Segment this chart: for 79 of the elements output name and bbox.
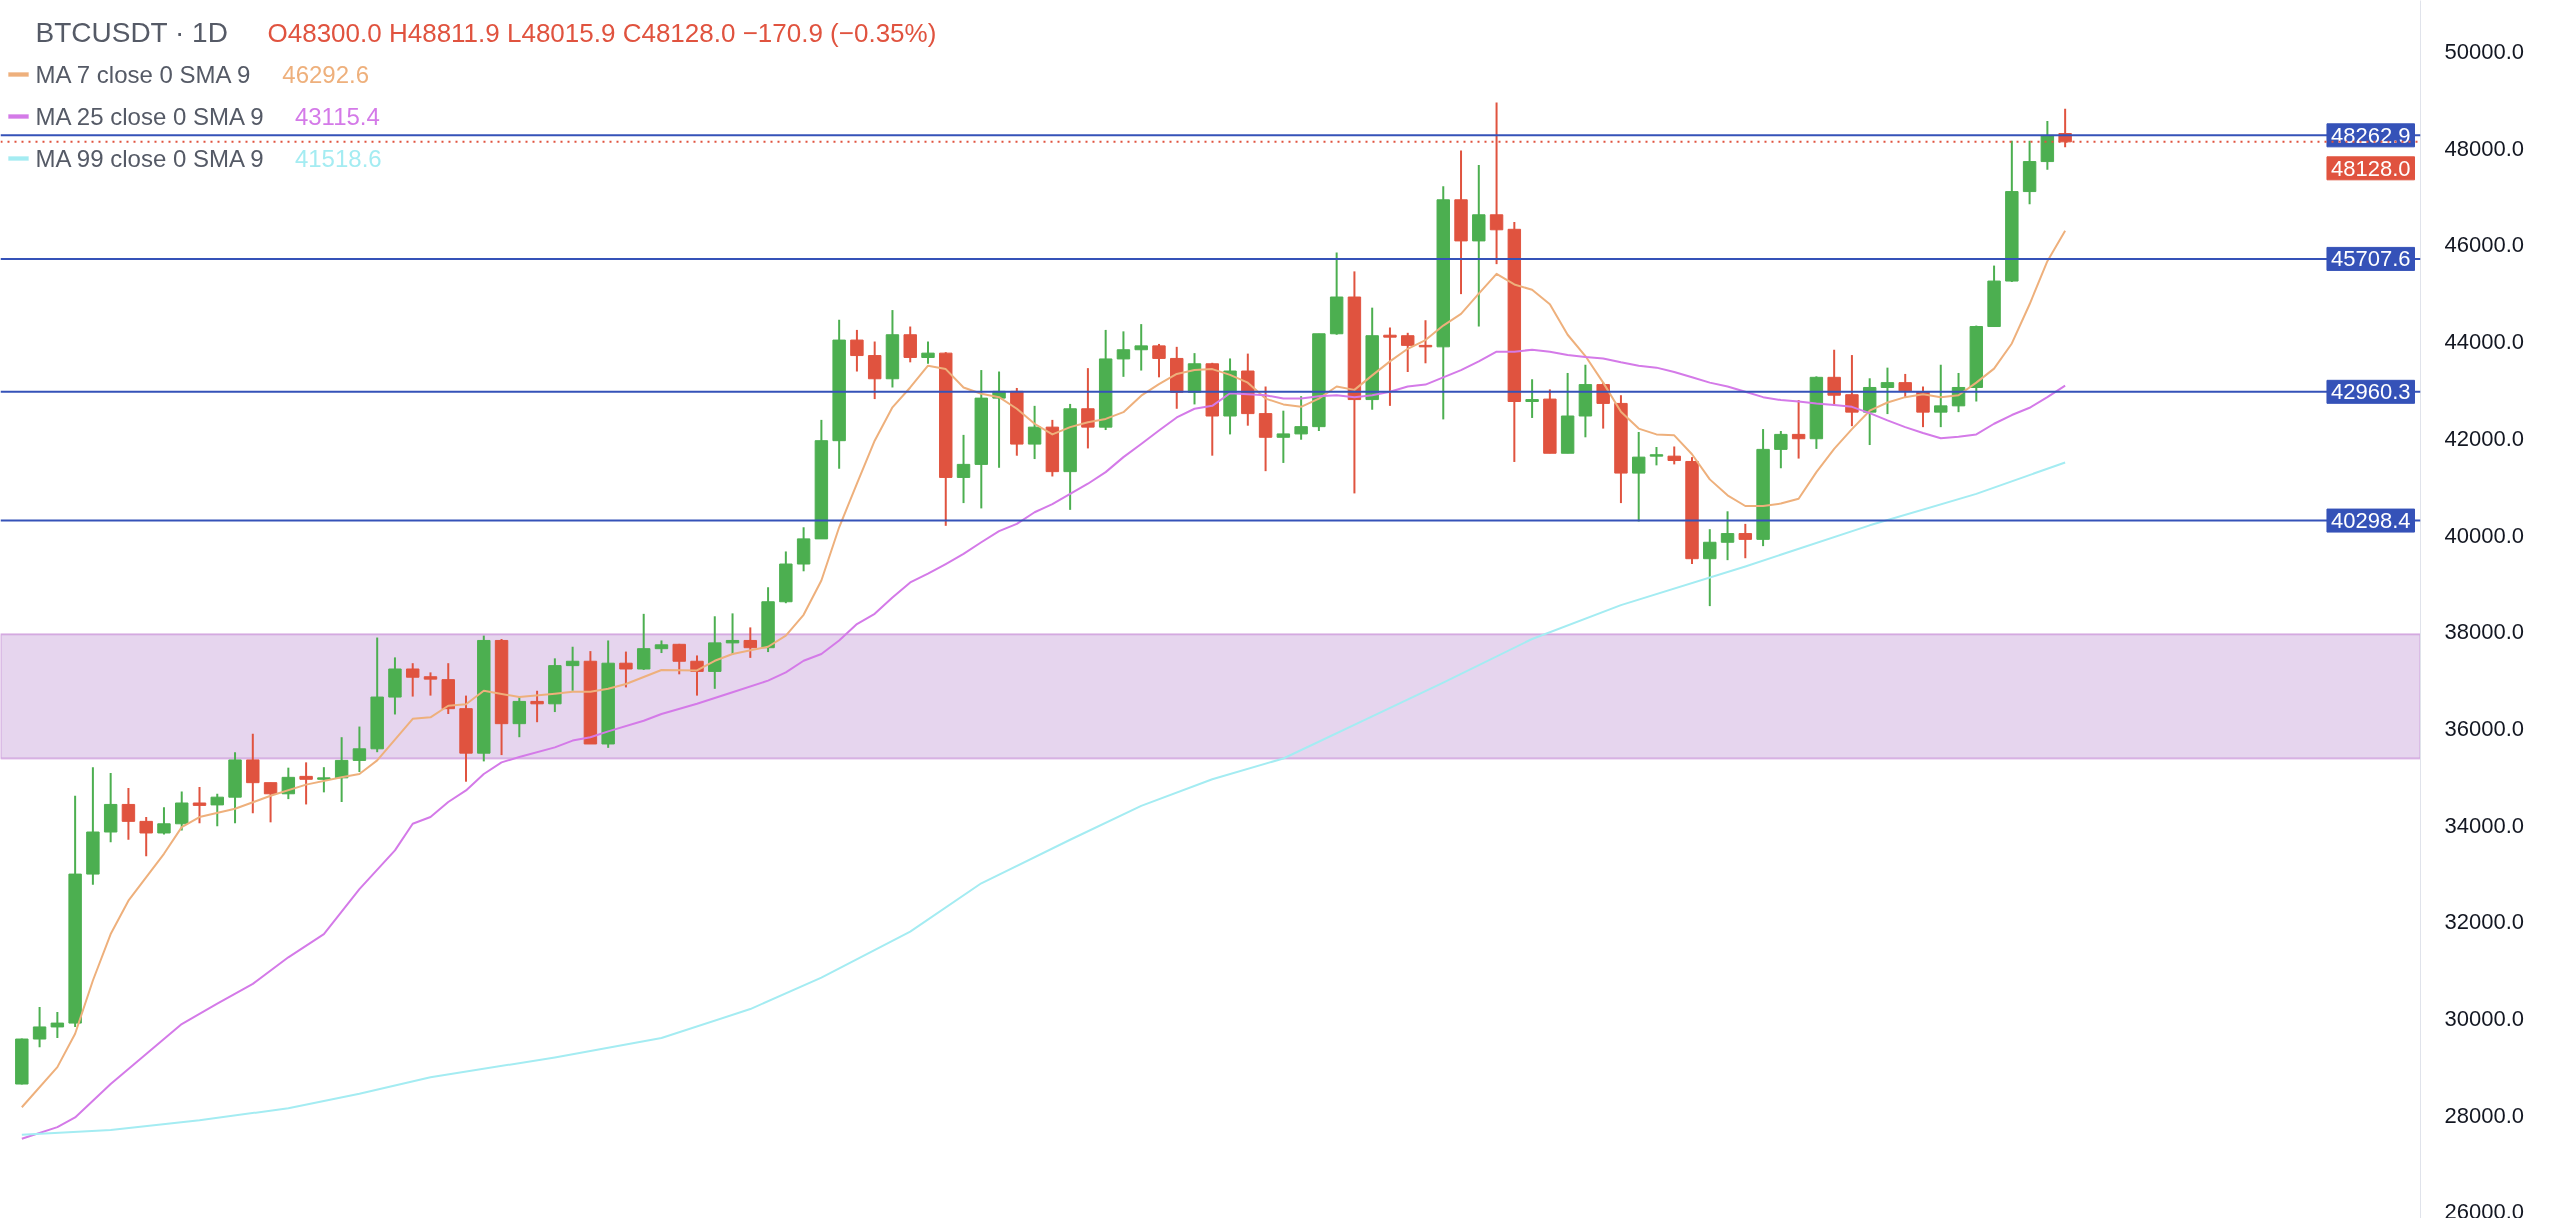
candlestick xyxy=(1649,445,1664,467)
candlestick xyxy=(175,790,189,832)
y-tick-label: 44000.0 xyxy=(2444,329,2525,355)
candlestick xyxy=(850,328,864,373)
y-tick-label: 50000.0 xyxy=(2444,38,2525,64)
candlestick xyxy=(512,696,527,739)
ref-line-label: 45707.6 xyxy=(2330,246,2411,272)
candlestick xyxy=(1258,385,1273,473)
candlestick xyxy=(1294,395,1308,441)
candlestick xyxy=(1081,367,1095,450)
ref-line-label: 48128.0 xyxy=(2330,155,2411,181)
annotation: 46292.6 xyxy=(282,61,370,88)
candlestick xyxy=(1774,430,1788,470)
candlestick xyxy=(1845,354,1859,428)
candlestick xyxy=(672,642,686,676)
y-tick-label: 32000.0 xyxy=(2444,909,2525,935)
candlestick xyxy=(1027,404,1042,461)
annotation: 41518.6 xyxy=(294,145,382,172)
candlestick xyxy=(921,340,935,365)
y-tick-label: 34000.0 xyxy=(2444,812,2525,838)
candlestick xyxy=(743,626,758,659)
candlestick xyxy=(725,612,740,656)
candlestick xyxy=(1276,409,1291,464)
candlestick xyxy=(1898,372,1912,399)
y-tick-label: 36000.0 xyxy=(2444,715,2525,741)
candlestick xyxy=(1738,522,1753,560)
candlestick xyxy=(1116,330,1131,378)
y-tick-label: 42000.0 xyxy=(2444,425,2525,451)
candlestick xyxy=(32,1006,47,1049)
candlestick xyxy=(423,671,438,697)
y-tick-label: 48000.0 xyxy=(2444,135,2525,161)
legend-label: MA 7 close 0 SMA 9 xyxy=(35,61,251,88)
text: BTCUSDT · 1D xyxy=(35,17,228,48)
candlestick xyxy=(1880,366,1895,416)
ref-line-label: 40298.4 xyxy=(2330,508,2411,534)
legend-label: MA 99 close 0 SMA 9 xyxy=(35,145,264,172)
candlestick xyxy=(406,662,420,698)
candlestick xyxy=(246,732,260,815)
candlestick xyxy=(1401,331,1415,373)
candlestick xyxy=(1827,348,1841,407)
candlestick xyxy=(192,786,207,825)
line-series xyxy=(20,229,2067,1109)
candlestick xyxy=(121,786,136,841)
candlestick xyxy=(1703,528,1717,608)
y-tick-label: 30000.0 xyxy=(2444,1006,2525,1032)
candlestick xyxy=(1934,363,1948,429)
candlestick xyxy=(1631,430,1646,523)
candlestick xyxy=(1720,510,1735,562)
candlestick xyxy=(139,816,153,858)
y-tick-label: 26000.0 xyxy=(2444,1198,2525,1218)
candlestick xyxy=(317,766,331,794)
candlestick xyxy=(1383,326,1397,407)
text: O48300.0 H48811.9 L48015.9 C48128.0 −170.9 (−0.35%) xyxy=(267,17,937,48)
y-tick-label: 38000.0 xyxy=(2444,619,2525,645)
candlestick xyxy=(210,792,224,828)
candlestick xyxy=(636,612,651,671)
y-tick-label: 46000.0 xyxy=(2444,232,2525,258)
candlestick xyxy=(565,645,580,692)
candlestick xyxy=(352,725,367,774)
ref-line-label: 42960.3 xyxy=(2330,379,2411,405)
candlestick xyxy=(1134,323,1148,372)
candlestick xyxy=(334,736,349,804)
ref-line-label: 48262.9 xyxy=(2330,122,2411,148)
candlestick xyxy=(956,433,971,505)
candlestick xyxy=(867,340,882,401)
candlestick xyxy=(299,761,313,806)
candlestick xyxy=(50,1010,65,1040)
y-tick-label: 28000.0 xyxy=(2444,1102,2525,1128)
candlestick xyxy=(903,325,917,364)
y-tick-label: 40000.0 xyxy=(2444,522,2525,548)
candlestick xyxy=(530,689,544,724)
candlestick xyxy=(1152,342,1166,379)
legend-label: MA 25 close 0 SMA 9 xyxy=(35,103,264,130)
candlestick xyxy=(1791,399,1806,460)
annotation: 43115.4 xyxy=(294,103,380,130)
candlestick xyxy=(263,781,278,824)
candlestick xyxy=(157,806,171,836)
candlestick xyxy=(1525,378,1539,419)
candlestick xyxy=(619,650,633,689)
